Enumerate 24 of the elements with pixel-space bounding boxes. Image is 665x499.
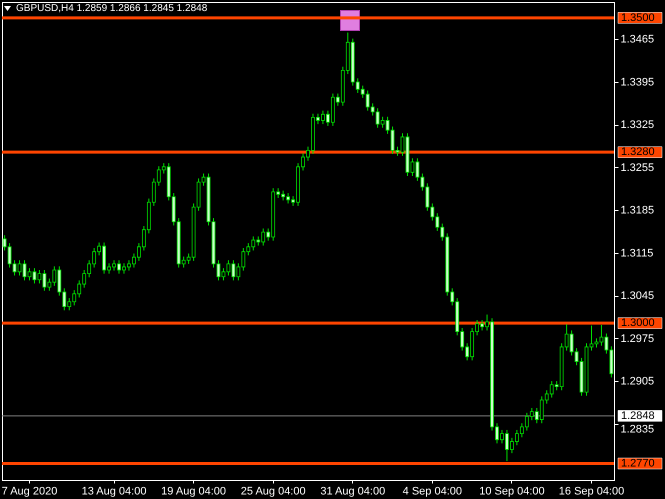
x-tick-label: 4 Sep 04:00 xyxy=(402,486,462,498)
y-tick-label: 1.3185 xyxy=(620,204,654,217)
ref-line-label: 1.2770 xyxy=(621,458,655,470)
ref-line-label: 1.3000 xyxy=(621,317,655,330)
x-tick-label: 16 Sep 04:00 xyxy=(558,486,624,498)
ref-line-label: 1.3280 xyxy=(621,146,655,158)
y-tick-label: 1.2975 xyxy=(620,332,654,345)
x-tick-label: 25 Aug 04:00 xyxy=(240,486,306,498)
x-tick-label: 19 Aug 04:00 xyxy=(161,486,226,498)
ref-line-label: 1.2848 xyxy=(621,410,655,422)
x-tick-label: 31 Aug 04:00 xyxy=(320,486,386,498)
y-tick-label: 1.2835 xyxy=(620,423,654,436)
y-tick-label: 1.3465 xyxy=(620,34,654,46)
chart-title: GBPUSD,H4 1.2859 1.2866 1.2845 1.2848 xyxy=(16,3,208,14)
x-tick-label: 10 Sep 04:00 xyxy=(479,486,545,498)
y-tick-label: 1.3045 xyxy=(620,290,654,302)
ref-line-label: 1.3500 xyxy=(621,12,655,24)
x-tick-label: 13 Aug 04:00 xyxy=(82,486,146,498)
y-tick-label: 1.3395 xyxy=(620,76,654,88)
y-tick-label: 1.2905 xyxy=(620,376,654,388)
y-tick-label: 1.3115 xyxy=(620,247,654,260)
y-tick-label: 1.3325 xyxy=(620,119,654,132)
x-tick-label: 7 Aug 2020 xyxy=(2,486,58,498)
y-tick-label: 1.3255 xyxy=(620,162,654,174)
